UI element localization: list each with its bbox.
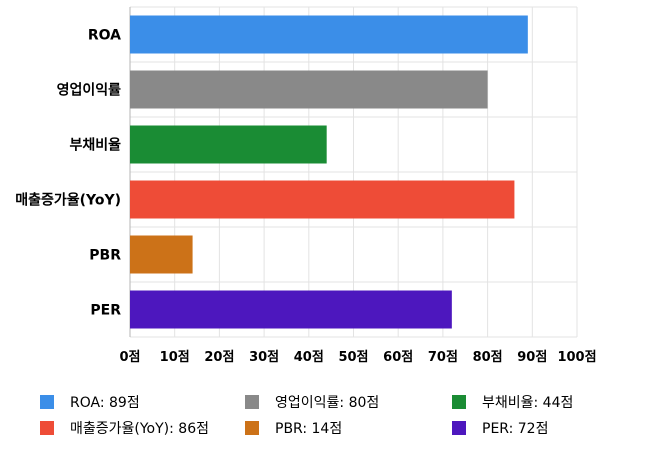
legend-swatch-debt-ratio	[452, 395, 466, 409]
legend-swatch-roa	[40, 395, 54, 409]
legend-label-operating-margin: 영업이익률: 80점	[275, 395, 380, 411]
legend-label-debt-ratio: 부채비율: 44점	[482, 395, 574, 411]
x-tick-label: 0점	[119, 350, 140, 365]
legend-item-roa: ROA: 89점	[40, 392, 140, 412]
legend-item-per: PER: 72점	[452, 418, 548, 438]
x-tick-label: 30점	[249, 350, 279, 365]
tick-labels: 0점 10점 20점 30점 40점 50점 60점 70점 80점 90점 100점	[119, 350, 596, 365]
category-label: PBR	[89, 248, 121, 264]
legend-swatch-operating-margin	[245, 395, 259, 409]
legend-label-per: PER: 72점	[482, 421, 549, 437]
bars	[130, 15, 528, 329]
category-label: 매출증가율(YoY)	[15, 192, 121, 209]
legend-item-debt-ratio: 부채비율: 44점	[452, 392, 573, 412]
x-tick-label: 20점	[204, 350, 234, 365]
legend-swatch-per	[452, 421, 466, 435]
x-tick-label: 40점	[294, 350, 324, 365]
legend-item-sales-growth: 매출증가율(YoY): 86점	[40, 418, 209, 438]
grid-lines	[129, 6, 578, 338]
x-tick-label: 100점	[557, 350, 596, 365]
legend-item-operating-margin: 영업이익률: 80점	[245, 392, 379, 412]
x-tick-label: 70점	[428, 350, 458, 365]
bar	[130, 290, 452, 329]
legend-swatch-pbr	[245, 421, 259, 435]
bar	[130, 235, 193, 274]
category-label: ROA	[88, 28, 121, 44]
bar	[130, 125, 327, 164]
legend-item-pbr: PBR: 14점	[245, 418, 342, 438]
bar	[130, 70, 488, 109]
x-tick-label: 10점	[160, 350, 190, 365]
legend-label-roa: ROA: 89점	[70, 395, 140, 411]
category-label: 영업이익률	[57, 82, 122, 99]
category-label: 부채비율	[69, 137, 121, 154]
x-tick-label: 80점	[473, 350, 503, 365]
legend-label-sales-growth: 매출증가율(YoY): 86점	[70, 421, 209, 437]
x-tick-label: 90점	[517, 350, 547, 365]
x-tick-label: 50점	[338, 350, 368, 365]
bar	[130, 15, 528, 54]
bar	[130, 180, 515, 219]
legend-label-pbr: PBR: 14점	[275, 421, 343, 437]
x-tick-label: 60점	[383, 350, 413, 365]
category-label: PER	[90, 303, 121, 319]
legend-swatch-sales-growth	[40, 421, 54, 435]
